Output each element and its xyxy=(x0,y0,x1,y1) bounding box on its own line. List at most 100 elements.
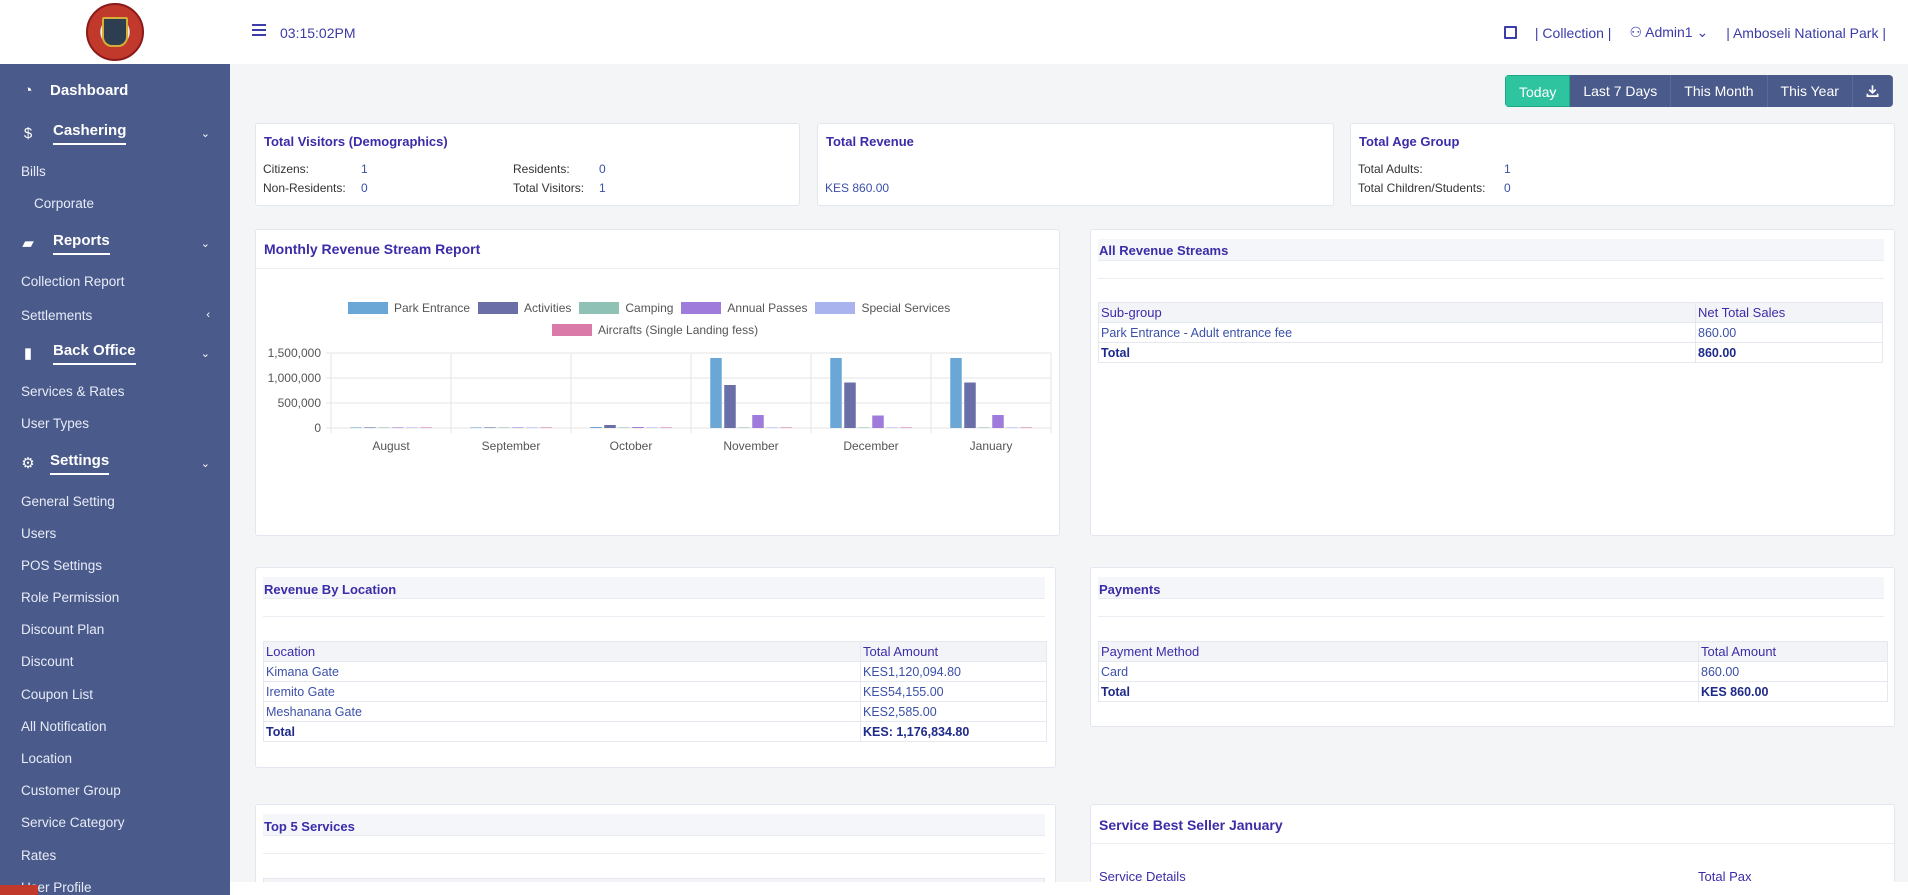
user-icon: ⚇ xyxy=(1629,24,1646,40)
payments-card: Payments Payment Method Total Amount Car… xyxy=(1090,567,1895,727)
period-year-button[interactable]: This Year xyxy=(1767,75,1853,107)
legend-item[interactable]: Annual Passes xyxy=(681,301,807,315)
table-cell: 860.00 xyxy=(1695,322,1883,343)
column-header: Location xyxy=(263,641,861,662)
x-tick-label: August xyxy=(372,439,410,453)
chart-bar xyxy=(710,358,722,428)
period-month-button[interactable]: This Month xyxy=(1671,75,1768,107)
sidebar-item-discount-plan[interactable]: Discount Plan xyxy=(21,622,105,637)
divider xyxy=(263,616,1045,617)
sidebar-item-services-rates[interactable]: Services & Rates xyxy=(21,384,125,399)
logo-area xyxy=(0,0,230,64)
table-cell: 860.00 xyxy=(1698,661,1888,682)
visitors-title: Total Visitors (Demographics) xyxy=(264,134,448,149)
legend-item[interactable]: Aircrafts (Single Landing fess) xyxy=(552,323,758,337)
sidebar-item-customer-group[interactable]: Customer Group xyxy=(21,783,121,798)
sidebar-item-cashering[interactable]: $ Cashering ⌄ xyxy=(0,122,230,145)
x-tick-label: December xyxy=(843,439,898,453)
chart-bar xyxy=(604,425,616,428)
legend-item[interactable]: Park Entrance xyxy=(348,301,470,315)
table-header-row: Location Total Amount xyxy=(263,641,1047,662)
county-logo[interactable] xyxy=(86,3,144,61)
sidebar-item-all-notification[interactable]: All Notification xyxy=(21,719,107,734)
chart-bar xyxy=(350,427,362,428)
column-header: Payment Method xyxy=(1098,641,1699,662)
sidebar-item-user-types[interactable]: User Types xyxy=(21,416,90,431)
sidebar-item-service-category[interactable]: Service Category xyxy=(21,815,125,830)
sidebar-item-dashboard[interactable]: ◔ Dashboard xyxy=(0,80,230,100)
sidebar-item-general-setting[interactable]: General Setting xyxy=(21,494,115,509)
location-card: Revenue By Location Location Total Amoun… xyxy=(255,567,1056,768)
sidebar-item-rates[interactable]: Rates xyxy=(21,848,57,863)
chevron-down-icon: ⌄ xyxy=(200,127,210,140)
corner-badge xyxy=(0,885,38,895)
sidebar-item-corporate[interactable]: Corporate xyxy=(34,196,95,211)
monthly-title: Monthly Revenue Stream Report xyxy=(264,241,481,257)
column-header: Sub-group xyxy=(1098,302,1696,323)
streams-title-bar xyxy=(1098,239,1884,261)
legend-swatch xyxy=(579,302,620,314)
table-cell: Total xyxy=(1098,681,1699,702)
sidebar-item-reports[interactable]: ▰ Reports ⌄ xyxy=(0,232,230,255)
period-last7-button[interactable]: Last 7 Days xyxy=(1570,75,1672,107)
legend-item[interactable]: Special Services xyxy=(815,301,950,315)
table-total-row: Total KES: 1,176,834.80 xyxy=(263,721,1047,742)
sidebar-item-settlements[interactable]: Settlements ‹ xyxy=(0,306,230,324)
revenue-title: Total Revenue xyxy=(826,134,914,149)
chart-bar xyxy=(1020,427,1032,428)
sidebar-item-settings[interactable]: ⚙ Settings ⌄ xyxy=(0,452,230,475)
x-tick-label: January xyxy=(970,439,1013,453)
sidebar-label: Settings xyxy=(50,452,110,475)
chart-bar xyxy=(844,382,856,428)
park-link[interactable]: | Amboseli National Park | xyxy=(1726,24,1886,41)
legend-label: Park Entrance xyxy=(394,301,471,315)
non-residents-label: Non-Residents: xyxy=(263,181,346,195)
children-value: 0 xyxy=(1504,181,1511,195)
chart-legend-row2: Aircrafts (Single Landing fess) xyxy=(552,323,758,337)
best-seller-card: Service Best Seller January Service Deta… xyxy=(1090,804,1895,895)
revenue-streams-card: All Revenue Streams Sub-group Net Total … xyxy=(1090,229,1895,536)
sidebar-item-discount[interactable]: Discount xyxy=(21,654,74,669)
building-icon: ▮ xyxy=(23,345,33,362)
sidebar-item-users[interactable]: Users xyxy=(21,526,57,541)
revenue-value: KES 860.00 xyxy=(825,181,890,195)
table-cell: KES2,585.00 xyxy=(860,701,1047,722)
legend-swatch xyxy=(348,302,388,314)
collection-link[interactable]: | Collection | xyxy=(1534,24,1612,41)
table-cell: Card xyxy=(1098,661,1699,682)
table-cell: KES: 1,176,834.80 xyxy=(860,721,1047,742)
location-table: Location Total Amount Kimana Gate KES1,1… xyxy=(263,641,1047,742)
table-row: Card 860.00 xyxy=(1098,661,1888,682)
payments-title-bar xyxy=(1098,577,1884,599)
user-menu[interactable]: ⚇ Admin1 ⌄ xyxy=(1629,24,1708,41)
legend-swatch xyxy=(815,302,856,314)
table-row: Park Entrance - Adult entrance fee 860.0… xyxy=(1098,322,1883,343)
y-tick-label: 1,000,000 xyxy=(268,371,322,385)
legend-item[interactable]: Camping xyxy=(579,301,673,315)
hamburger-menu-icon[interactable] xyxy=(252,24,266,36)
download-button[interactable] xyxy=(1852,75,1893,107)
chart-bar xyxy=(830,358,842,428)
sidebar-item-bills[interactable]: Bills xyxy=(21,164,46,179)
column-header: Total Amount xyxy=(860,641,1047,662)
table-cell: KES1,120,094.80 xyxy=(860,661,1047,682)
legend-item[interactable]: Activities xyxy=(478,301,571,315)
chart-bar xyxy=(780,427,792,428)
fullscreen-icon[interactable] xyxy=(1503,26,1517,39)
sidebar-item-user-profile[interactable]: User Profile xyxy=(21,880,92,895)
sidebar-item-back-office[interactable]: ▮ Back Office ⌄ xyxy=(0,342,230,365)
sidebar-item-role-permission[interactable]: Role Permission xyxy=(21,590,120,605)
sidebar-item-location[interactable]: Location xyxy=(21,751,73,766)
sidebar-item-collection-report[interactable]: Collection Report xyxy=(21,274,125,289)
period-today-button[interactable]: Today xyxy=(1505,75,1571,107)
book-icon: ▰ xyxy=(22,235,34,252)
chart-bar xyxy=(364,427,376,428)
age-card: Total Age Group Total Adults: 1 Total Ch… xyxy=(1350,123,1895,206)
citizens-label: Citizens: xyxy=(263,162,310,176)
chart-bar xyxy=(590,427,602,428)
sidebar-item-pos-settings[interactable]: POS Settings xyxy=(21,558,103,573)
chevron-down-icon: ⌄ xyxy=(200,237,210,250)
table-row: Meshanana Gate KES2,585.00 xyxy=(263,701,1047,722)
sidebar-item-coupon-list[interactable]: Coupon List xyxy=(21,687,94,702)
visitors-card: Total Visitors (Demographics) Citizens: … xyxy=(255,123,800,206)
